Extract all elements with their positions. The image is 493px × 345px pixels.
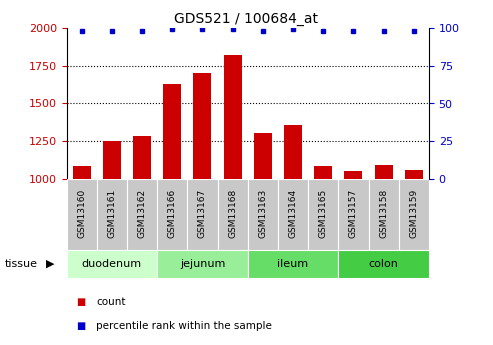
- Bar: [344, 171, 362, 179]
- Text: GSM13168: GSM13168: [228, 189, 237, 238]
- Text: GDS521 / 100684_at: GDS521 / 100684_at: [175, 12, 318, 26]
- Bar: [338, 250, 429, 278]
- Bar: [97, 179, 127, 250]
- Bar: [284, 125, 302, 179]
- Bar: [163, 84, 181, 179]
- Text: count: count: [96, 297, 126, 307]
- Bar: [308, 179, 338, 250]
- Bar: [67, 250, 157, 278]
- Bar: [127, 179, 157, 250]
- Text: GSM13162: GSM13162: [138, 189, 146, 238]
- Bar: [103, 141, 121, 179]
- Bar: [157, 250, 248, 278]
- Bar: [193, 73, 211, 179]
- Text: GSM13161: GSM13161: [107, 189, 116, 238]
- Bar: [368, 179, 399, 250]
- Text: GSM13157: GSM13157: [349, 189, 358, 238]
- Text: tissue: tissue: [5, 259, 38, 269]
- Text: duodenum: duodenum: [82, 259, 142, 269]
- Bar: [157, 179, 187, 250]
- Text: GSM13165: GSM13165: [318, 189, 328, 238]
- Text: GSM13164: GSM13164: [288, 189, 298, 238]
- Bar: [248, 250, 338, 278]
- Text: GSM13158: GSM13158: [379, 189, 388, 238]
- Text: ▶: ▶: [46, 259, 54, 269]
- Bar: [223, 55, 242, 179]
- Bar: [187, 179, 217, 250]
- Bar: [72, 166, 91, 179]
- Text: ■: ■: [76, 321, 86, 331]
- Bar: [314, 166, 332, 179]
- Bar: [67, 179, 97, 250]
- Bar: [133, 136, 151, 179]
- Text: GSM13163: GSM13163: [258, 189, 267, 238]
- Text: colon: colon: [369, 259, 398, 269]
- Text: percentile rank within the sample: percentile rank within the sample: [96, 321, 272, 331]
- Text: GSM13167: GSM13167: [198, 189, 207, 238]
- Bar: [254, 133, 272, 179]
- Text: GSM13159: GSM13159: [409, 189, 419, 238]
- Text: GSM13160: GSM13160: [77, 189, 86, 238]
- Text: ■: ■: [76, 297, 86, 307]
- Bar: [399, 179, 429, 250]
- Text: ileum: ileum: [278, 259, 309, 269]
- Text: jejunum: jejunum: [180, 259, 225, 269]
- Bar: [217, 179, 247, 250]
- Bar: [338, 179, 368, 250]
- Text: GSM13166: GSM13166: [168, 189, 177, 238]
- Bar: [375, 165, 392, 179]
- Bar: [278, 179, 308, 250]
- Bar: [405, 169, 423, 179]
- Bar: [248, 179, 278, 250]
